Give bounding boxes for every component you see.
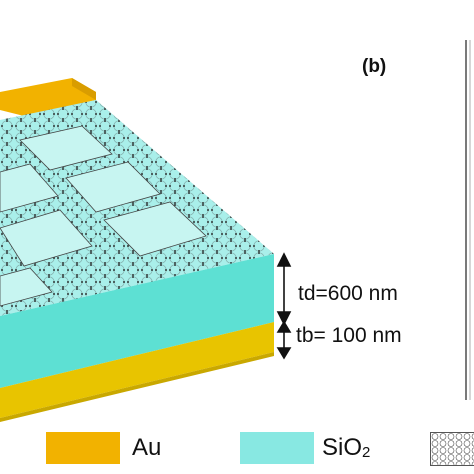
dimension-arrows bbox=[276, 252, 292, 360]
patch bbox=[0, 163, 59, 213]
legend-swatch-au bbox=[46, 432, 120, 464]
legend-label-au: Au bbox=[132, 434, 162, 461]
patch bbox=[103, 201, 207, 257]
dielectric-thickness-label: td=600 nm bbox=[298, 282, 398, 305]
legend-swatch-sio2 bbox=[240, 432, 314, 464]
patch bbox=[0, 209, 93, 267]
panel-label: (b) bbox=[362, 56, 387, 77]
patch bbox=[19, 125, 113, 171]
legend-label-sio2-text: SiO bbox=[322, 434, 363, 461]
substrate-front-face bbox=[0, 322, 274, 418]
substrate-thickness-label: tb= 100 nm bbox=[296, 324, 402, 347]
patch bbox=[0, 267, 53, 307]
graphene-pattern-icon bbox=[431, 433, 474, 465]
patch-array bbox=[0, 125, 207, 307]
legend-swatch-graphene bbox=[430, 432, 474, 466]
dielectric-front-face bbox=[0, 254, 274, 388]
substrate-edge bbox=[0, 352, 274, 422]
patch bbox=[65, 161, 161, 213]
au-electrode-side bbox=[72, 78, 96, 100]
legend-label-sio2: SiO2 bbox=[322, 434, 370, 462]
au-electrode-top bbox=[0, 78, 96, 116]
legend-label-sio2-subscript: 2 bbox=[362, 444, 371, 461]
